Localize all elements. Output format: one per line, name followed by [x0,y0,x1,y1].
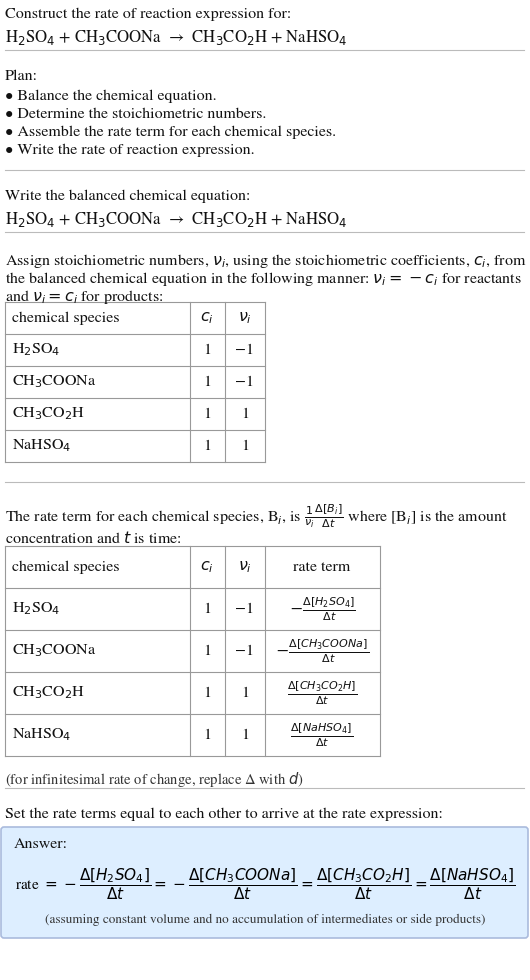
Text: $\frac{\Delta[CH_3CO_2H]}{\Delta t}$: $\frac{\Delta[CH_3CO_2H]}{\Delta t}$ [287,679,357,707]
Text: rate term: rate term [294,561,351,573]
Text: • Write the rate of reaction expression.: • Write the rate of reaction expression. [5,144,254,158]
Text: $\nu_i$: $\nu_i$ [238,560,252,575]
Text: 1: 1 [203,603,211,615]
Text: 1: 1 [203,644,211,658]
Text: 1: 1 [203,343,211,357]
Text: and $\nu_i = c_i$ for products:: and $\nu_i = c_i$ for products: [5,288,163,306]
Text: $-\frac{\Delta[CH_3COONa]}{\Delta t}$: $-\frac{\Delta[CH_3COONa]}{\Delta t}$ [275,637,369,665]
Text: $c_i$: $c_i$ [200,560,214,575]
Text: $\nu_i$: $\nu_i$ [238,310,252,325]
Text: −1: −1 [235,603,254,615]
Text: Set the rate terms equal to each other to arrive at the rate expression:: Set the rate terms equal to each other t… [5,808,443,821]
Text: H$_2$SO$_4$ + CH$_3$COONa  →  CH$_3$CO$_2$H + NaHSO$_4$: H$_2$SO$_4$ + CH$_3$COONa → CH$_3$CO$_2$… [5,210,347,229]
FancyBboxPatch shape [1,827,528,938]
Text: the balanced chemical equation in the following manner: $\nu_i = -c_i$ for react: the balanced chemical equation in the fo… [5,270,522,288]
Text: 1: 1 [203,408,211,420]
Text: Assign stoichiometric numbers, $\nu_i$, using the stoichiometric coefficients, $: Assign stoichiometric numbers, $\nu_i$, … [5,252,526,270]
Text: concentration and $t$ is time:: concentration and $t$ is time: [5,530,182,546]
Text: CH$_3$CO$_2$H: CH$_3$CO$_2$H [12,406,85,422]
Text: −1: −1 [235,375,254,389]
Text: CH$_3$COONa: CH$_3$COONa [12,643,96,660]
Text: NaHSO$_4$: NaHSO$_4$ [12,438,71,455]
Text: The rate term for each chemical species, B$_i$, is $\frac{1}{\nu_i}\frac{\Delta[: The rate term for each chemical species,… [5,502,508,530]
Text: chemical species: chemical species [12,312,119,324]
Text: Construct the rate of reaction expression for:: Construct the rate of reaction expressio… [5,8,292,22]
Text: H$_2$SO$_4$: H$_2$SO$_4$ [12,342,60,359]
Text: Plan:: Plan: [5,70,38,83]
Text: 1: 1 [203,375,211,389]
Text: Answer:: Answer: [14,838,68,852]
Text: NaHSO$_4$: NaHSO$_4$ [12,726,71,744]
Text: • Determine the stoichiometric numbers.: • Determine the stoichiometric numbers. [5,108,267,122]
Text: $-\frac{\Delta[H_2SO_4]}{\Delta t}$: $-\frac{\Delta[H_2SO_4]}{\Delta t}$ [289,595,356,623]
Text: • Balance the chemical equation.: • Balance the chemical equation. [5,90,217,104]
Text: rate $= -\dfrac{\Delta[H_2SO_4]}{\Delta t} = -\dfrac{\Delta[CH_3COONa]}{\Delta t: rate $= -\dfrac{\Delta[H_2SO_4]}{\Delta … [15,866,515,902]
Text: $c_i$: $c_i$ [200,310,214,325]
Text: −1: −1 [235,644,254,658]
Text: 1: 1 [241,728,249,742]
Text: H$_2$SO$_4$ + CH$_3$COONa  →  CH$_3$CO$_2$H + NaHSO$_4$: H$_2$SO$_4$ + CH$_3$COONa → CH$_3$CO$_2$… [5,28,347,47]
Text: 1: 1 [203,439,211,453]
Text: (for infinitesimal rate of change, replace Δ with $d$): (for infinitesimal rate of change, repla… [5,770,304,789]
Text: 1: 1 [241,686,249,700]
Text: • Assemble the rate term for each chemical species.: • Assemble the rate term for each chemic… [5,126,336,139]
Text: (assuming constant volume and no accumulation of intermediates or side products): (assuming constant volume and no accumul… [45,914,485,926]
Text: CH$_3$COONa: CH$_3$COONa [12,373,96,390]
Text: 1: 1 [241,408,249,420]
Text: H$_2$SO$_4$: H$_2$SO$_4$ [12,601,60,617]
Text: −1: −1 [235,343,254,357]
Text: $\frac{\Delta[NaHSO_4]}{\Delta t}$: $\frac{\Delta[NaHSO_4]}{\Delta t}$ [290,721,354,749]
Text: Write the balanced chemical equation:: Write the balanced chemical equation: [5,190,250,204]
Text: 1: 1 [241,439,249,453]
Text: 1: 1 [203,728,211,742]
Text: CH$_3$CO$_2$H: CH$_3$CO$_2$H [12,685,85,702]
Text: chemical species: chemical species [12,561,119,573]
Text: 1: 1 [203,686,211,700]
